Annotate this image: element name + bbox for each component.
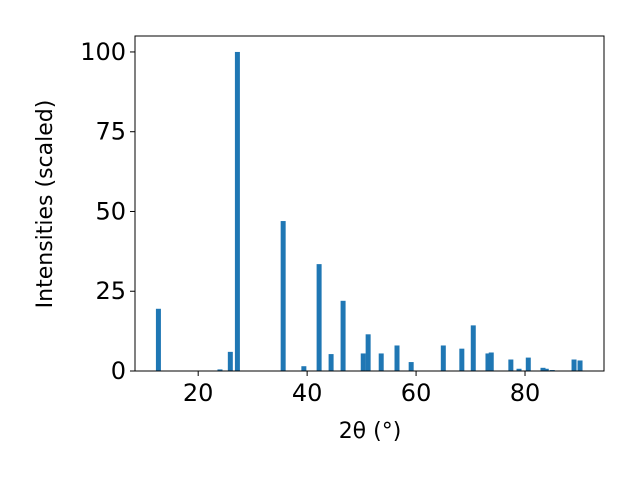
bar (543, 368, 549, 371)
bar (301, 366, 307, 371)
y-tick-label: 0 (111, 357, 126, 385)
bar (577, 360, 583, 371)
x-tick-label: 80 (510, 379, 541, 407)
bar (408, 362, 414, 371)
x-axis-label: 2θ (°) (339, 419, 402, 444)
bar (378, 353, 384, 371)
bar (234, 51, 240, 371)
bar (508, 359, 514, 371)
bar (459, 348, 465, 371)
bar (485, 353, 491, 371)
y-tick-label: 50 (95, 197, 126, 225)
bar (516, 368, 522, 371)
bar (365, 334, 371, 371)
bar (227, 351, 233, 371)
bar (394, 345, 400, 371)
y-axis-label: Intensities (scaled) (33, 100, 58, 309)
bar (340, 300, 346, 371)
y-tick-label: 25 (95, 277, 126, 305)
plot-frame (134, 35, 605, 372)
bar (316, 264, 322, 371)
x-tick-label: 60 (401, 379, 432, 407)
bar (525, 357, 531, 371)
bar (217, 369, 223, 371)
bar (488, 352, 494, 371)
y-tick-label: 75 (95, 118, 126, 146)
bar (280, 221, 286, 371)
bar (571, 359, 577, 371)
bar (360, 353, 366, 371)
x-tick-label: 40 (292, 379, 323, 407)
bar (470, 325, 476, 371)
bar (328, 354, 334, 371)
bar (440, 345, 446, 371)
bar (540, 367, 546, 371)
y-tick-label: 100 (80, 38, 126, 66)
x-tick-label: 20 (183, 379, 214, 407)
bar (155, 308, 161, 371)
